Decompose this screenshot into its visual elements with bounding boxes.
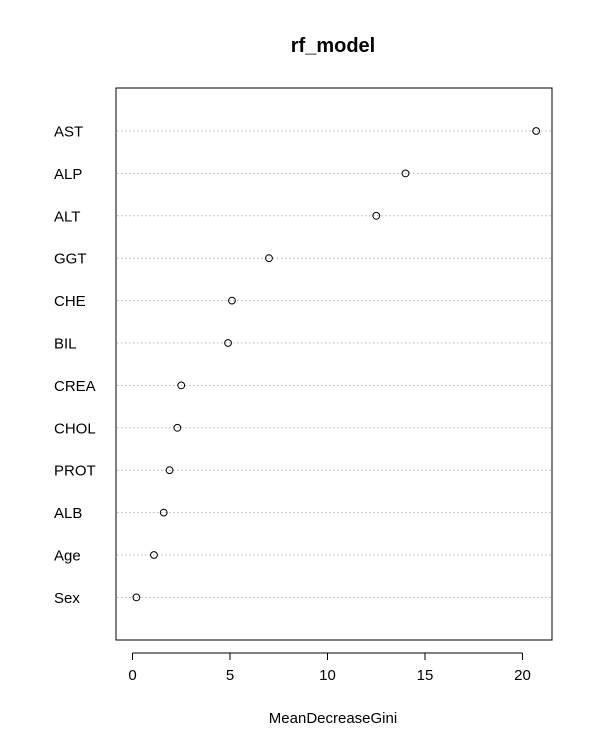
data-point: [532, 127, 541, 135]
x-tick-label: 5: [226, 667, 234, 684]
variable-label: ALP: [54, 166, 82, 183]
data-point: [224, 339, 232, 347]
x-axis: 0 5 10 15 20: [128, 652, 531, 684]
x-tick-label: 0: [128, 667, 136, 684]
data-point: [265, 254, 273, 263]
variable-row-che: CHE: [54, 293, 551, 310]
variable-row-alp: ALP: [54, 166, 551, 183]
variable-row-age: Age: [54, 548, 551, 565]
variable-row-bil: BIL: [54, 336, 551, 353]
variable-label: Age: [54, 548, 81, 565]
chart-title: rf_model: [291, 35, 375, 57]
variable-row-ast: AST: [54, 124, 551, 141]
variable-label: ALB: [54, 505, 82, 522]
variable-label: CREA: [54, 378, 96, 395]
data-point: [372, 211, 381, 220]
variable-row-sex: Sex: [54, 590, 551, 607]
data-point: [150, 551, 158, 559]
variable-label: CHOL: [54, 420, 96, 437]
variable-rows: AST ALP ALT GGT CHE BIL CREA CHOL PROT ALB Age Sex: [54, 124, 551, 607]
variable-row-ggt: GGT: [54, 251, 551, 268]
variable-row-alb: ALB: [54, 505, 551, 522]
x-tick-label: 20: [514, 667, 531, 684]
variable-label: AST: [54, 124, 83, 141]
plot-frame: [115, 87, 553, 641]
data-point: [132, 593, 141, 602]
data-point: [228, 296, 236, 305]
variable-label: PROT: [54, 463, 96, 480]
data-point: [165, 466, 174, 475]
variable-row-prot: PROT: [54, 463, 551, 480]
variable-label: CHE: [54, 293, 86, 310]
variable-label: BIL: [54, 336, 77, 353]
variable-label: ALT: [54, 208, 80, 225]
x-axis-label: MeanDecreaseGini: [269, 710, 397, 727]
data-point: [159, 508, 168, 517]
data-point: [173, 423, 182, 432]
x-tick-label: 10: [319, 667, 336, 684]
variable-row-crea: CREA: [54, 378, 551, 395]
data-point: [177, 381, 186, 390]
variable-label: GGT: [54, 251, 87, 268]
variable-row-chol: CHOL: [54, 420, 551, 437]
data-point: [401, 169, 410, 178]
variable-label: Sex: [54, 590, 80, 607]
variable-row-alt: ALT: [54, 208, 551, 225]
x-tick-label: 15: [417, 667, 434, 684]
